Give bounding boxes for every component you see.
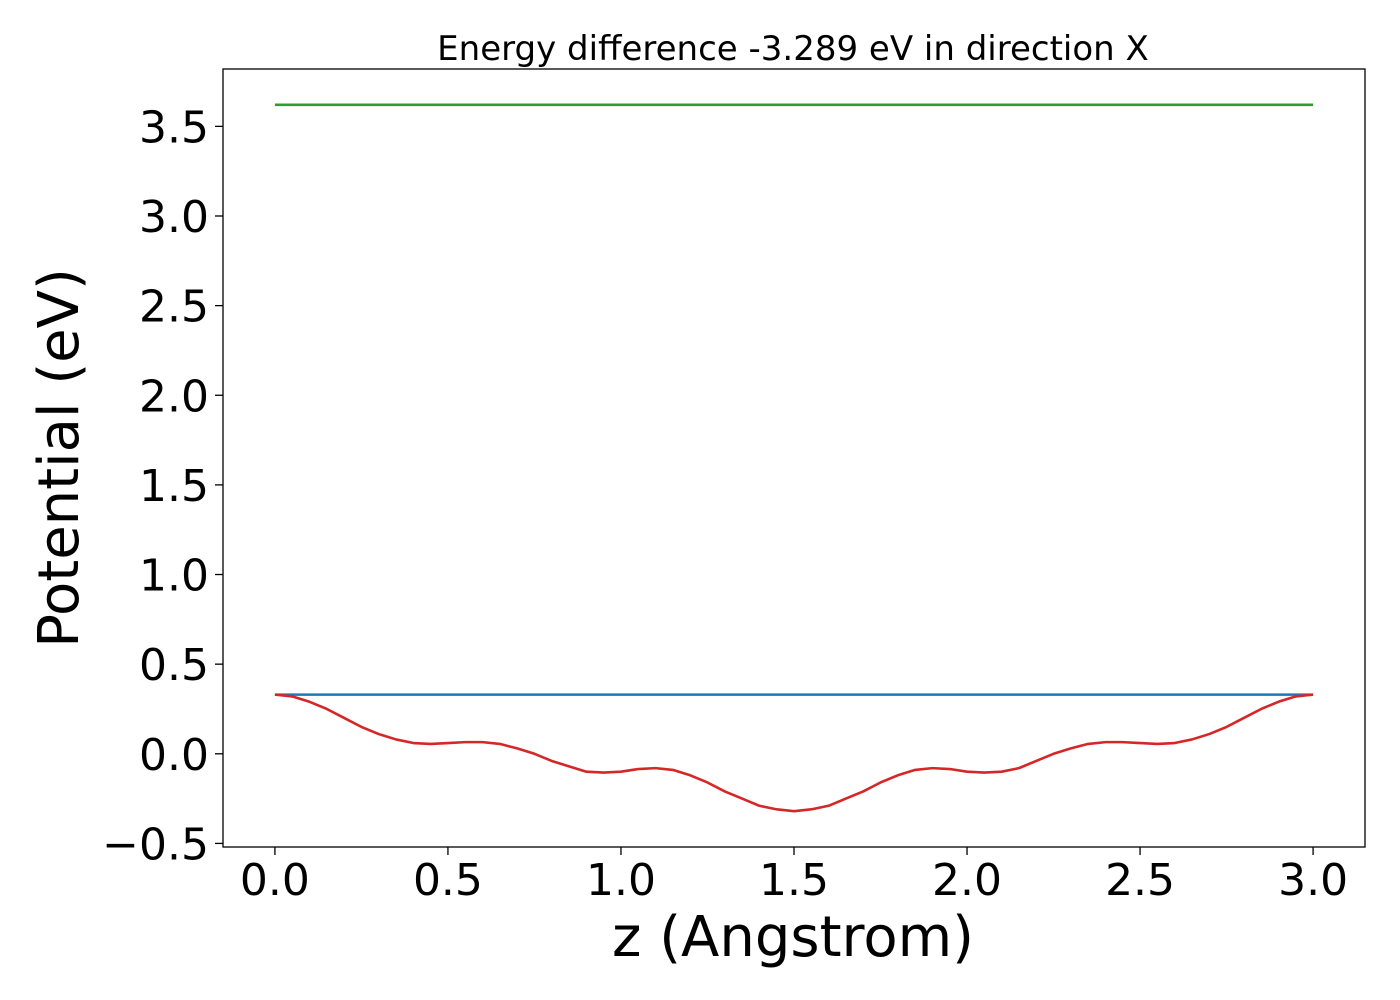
x-tick-label: 2.5: [1105, 855, 1175, 906]
series-line-2: [274, 693, 1314, 813]
y-tick-label: 1.0: [139, 551, 209, 602]
x-axis: 0.0 0.5 1.0 1.5 2.0 2.5 3.0: [240, 847, 1348, 906]
y-tick-label: 0.5: [139, 640, 209, 691]
y-tick-label: 0.0: [139, 730, 209, 781]
x-tick-label: 3.0: [1278, 855, 1348, 906]
x-axis-label: z (Angstrom): [612, 905, 974, 970]
x-tick-label: 2.0: [932, 855, 1002, 906]
y-tick-label: −0.5: [102, 819, 209, 870]
x-tick-label: 0.0: [240, 855, 310, 906]
y-tick-label: 1.5: [139, 461, 209, 512]
x-tick-label: 1.0: [586, 855, 656, 906]
y-tick-label: 2.0: [139, 371, 209, 422]
chart-title: Energy difference -3.289 eV in direction…: [437, 29, 1149, 69]
y-axis: −0.5 0.0 0.5 1.0 1.5 2.0 2.5 3.0 3.5: [102, 102, 223, 870]
y-tick-label: 3.5: [139, 102, 209, 153]
x-tick-label: 1.5: [759, 855, 829, 906]
y-axis-label: Potential (eV): [27, 268, 92, 648]
y-tick-label: 3.0: [139, 192, 209, 243]
series-layer: [274, 103, 1314, 813]
y-tick-label: 2.5: [139, 282, 209, 333]
x-tick-label: 0.5: [413, 855, 483, 906]
